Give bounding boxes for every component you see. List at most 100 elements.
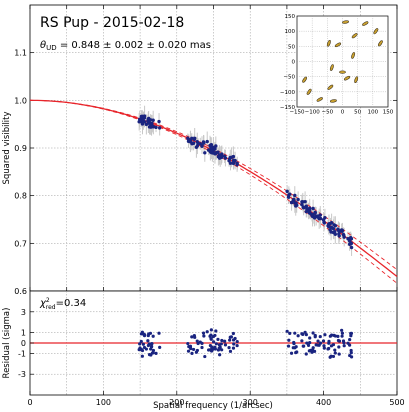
data-point	[308, 206, 312, 210]
residual-point	[303, 330, 307, 334]
data-point	[304, 209, 308, 214]
inset-y-tick-label: −150	[280, 105, 296, 111]
residual-point	[287, 338, 291, 342]
residual-point	[340, 328, 344, 332]
x-axis-label: Spatial frequency (1/arcsec)	[153, 401, 273, 411]
residual-point	[346, 341, 350, 345]
uv-track	[329, 64, 334, 71]
y-tick-label: 0.7	[14, 239, 27, 248]
residual-point	[209, 328, 213, 332]
y-axis-label: Squared visibility	[2, 111, 12, 184]
data-point	[288, 192, 292, 196]
residual-point	[322, 344, 326, 348]
residual-point	[235, 343, 239, 348]
data-point	[142, 116, 147, 120]
x-tick-label: 400	[316, 398, 331, 407]
y-tick-label: 0.9	[14, 144, 27, 153]
residual-point	[190, 335, 194, 339]
residual-point	[140, 354, 144, 358]
uv-tracks	[302, 20, 383, 103]
residual-y-axis-label: Residual (sigma)	[2, 308, 12, 379]
x-tick-label: 300	[243, 398, 258, 407]
data-point	[316, 214, 320, 218]
residual-point	[216, 337, 220, 341]
inset-x-tick-label: −100	[305, 110, 321, 116]
residual-point	[186, 349, 191, 353]
y-tick-label: 0	[21, 339, 26, 348]
residual-point	[201, 331, 206, 335]
data-point	[312, 216, 317, 220]
data-point	[147, 125, 152, 129]
uv-track	[334, 42, 342, 48]
uv-track	[306, 88, 312, 95]
residual-point	[150, 342, 154, 346]
data-point	[209, 149, 214, 153]
inset-y-tick-label: 50	[288, 44, 295, 50]
y-tick-label: 3	[21, 308, 26, 317]
residual-point	[308, 336, 312, 340]
residual-point	[342, 344, 346, 348]
inset-y-tick-label: −50	[283, 75, 295, 81]
residual-point	[212, 340, 216, 344]
data-point	[321, 218, 326, 222]
inset-y-tick-label: 150	[285, 14, 296, 20]
uv-track	[329, 99, 337, 103]
residual-point	[329, 354, 333, 358]
residual-point	[142, 345, 147, 350]
residual-point	[229, 335, 233, 339]
residual-point	[348, 338, 352, 342]
inset-x-tick-label: 100	[368, 110, 379, 116]
residual-point	[190, 351, 194, 355]
residual-point	[337, 339, 342, 343]
residual-point	[336, 334, 340, 338]
chi2-rest: =0.34	[56, 298, 87, 309]
data-point	[300, 200, 304, 204]
data-point	[151, 118, 155, 122]
chart-title: RS Pup - 2015-02-18	[40, 15, 184, 31]
inset-y-tick-label: −100	[280, 90, 296, 96]
data-point	[198, 142, 202, 146]
residual-point	[321, 339, 326, 343]
residual-point	[333, 334, 337, 338]
residual-point	[141, 342, 145, 346]
data-point	[192, 136, 197, 140]
residual-point	[191, 347, 196, 352]
residual-point	[200, 345, 204, 350]
chi2-chi: χ	[39, 298, 47, 309]
subtitle-rest: = 0.848 ± 0.002 ± 0.020 mas	[57, 40, 211, 51]
residual-point	[218, 345, 222, 349]
residual-point	[288, 331, 292, 335]
chi2-sub: red	[46, 304, 56, 311]
uv-track	[351, 33, 358, 39]
residual-point	[318, 334, 322, 339]
uv-track	[362, 21, 369, 26]
data-point	[301, 205, 305, 209]
residual-point	[349, 351, 353, 355]
residual-point	[307, 349, 311, 353]
residual-point	[214, 329, 218, 333]
residual-point	[205, 330, 209, 334]
uv-track	[351, 52, 356, 59]
y-tick-label: -1	[18, 349, 26, 358]
residual-point	[157, 331, 161, 335]
residual-point	[158, 345, 162, 349]
chart-subtitle: θUD = 0.848 ± 0.002 ± 0.020 mas	[40, 40, 211, 52]
inset-x-tick-label: 150	[383, 110, 394, 116]
residual-point	[210, 345, 214, 349]
residual-point	[139, 339, 143, 344]
uv-track	[373, 28, 379, 35]
residual-point	[293, 331, 297, 335]
uv-track	[326, 40, 331, 47]
uv-track	[343, 75, 351, 81]
x-tick-label: 500	[389, 398, 404, 407]
data-point	[313, 210, 317, 215]
data-point	[311, 206, 315, 211]
data-point	[294, 201, 298, 205]
residual-point	[209, 337, 213, 341]
chi2-annotation: χ2 red=0.34	[39, 297, 86, 311]
inset-x-tick-label: −150	[289, 110, 305, 116]
data-point	[337, 234, 341, 238]
uv-track	[316, 97, 323, 102]
residual-point	[207, 348, 211, 352]
